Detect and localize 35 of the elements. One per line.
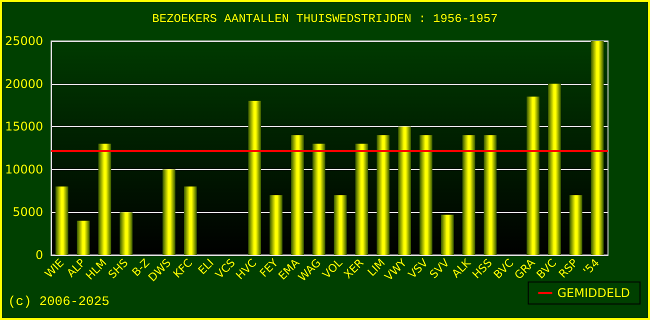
x-tick-label: WIE	[42, 256, 67, 280]
bar	[162, 169, 176, 255]
bar	[462, 135, 476, 255]
text: (c) 2006-2025	[8, 294, 110, 309]
x-tick-label: ELI	[196, 256, 216, 278]
bar	[440, 214, 454, 255]
bar	[569, 195, 582, 255]
y-tick-label: 25000	[4, 34, 44, 48]
bar	[398, 126, 411, 255]
bar	[334, 195, 347, 255]
bar	[312, 144, 326, 255]
chart-title: BEZOEKERS AANTALLEN THUISWEDSTRIJDEN : 1956-1957	[152, 12, 498, 26]
legend-label: GEMIDDELD	[557, 286, 630, 300]
y-tick-label: 20000	[4, 76, 44, 91]
bar	[55, 186, 68, 255]
bar	[76, 220, 90, 255]
bar	[98, 144, 112, 255]
bar	[484, 135, 497, 255]
bar	[548, 84, 561, 255]
bar	[291, 135, 304, 255]
y-tick-label: 0	[36, 248, 44, 262]
x-tick-label: '54	[580, 256, 602, 278]
y-tick-label: 5000	[12, 205, 44, 220]
y-tick-label: 15000	[4, 120, 44, 134]
bar	[526, 96, 540, 255]
bar	[376, 135, 390, 255]
bar	[590, 41, 604, 255]
bar	[420, 135, 432, 255]
bar	[248, 100, 262, 255]
bar	[355, 144, 368, 255]
bar	[184, 186, 197, 255]
x-tick-label: VOL	[320, 256, 346, 282]
y-tick-label: 10000	[4, 162, 44, 176]
bar	[270, 195, 282, 255]
bar	[120, 212, 133, 255]
